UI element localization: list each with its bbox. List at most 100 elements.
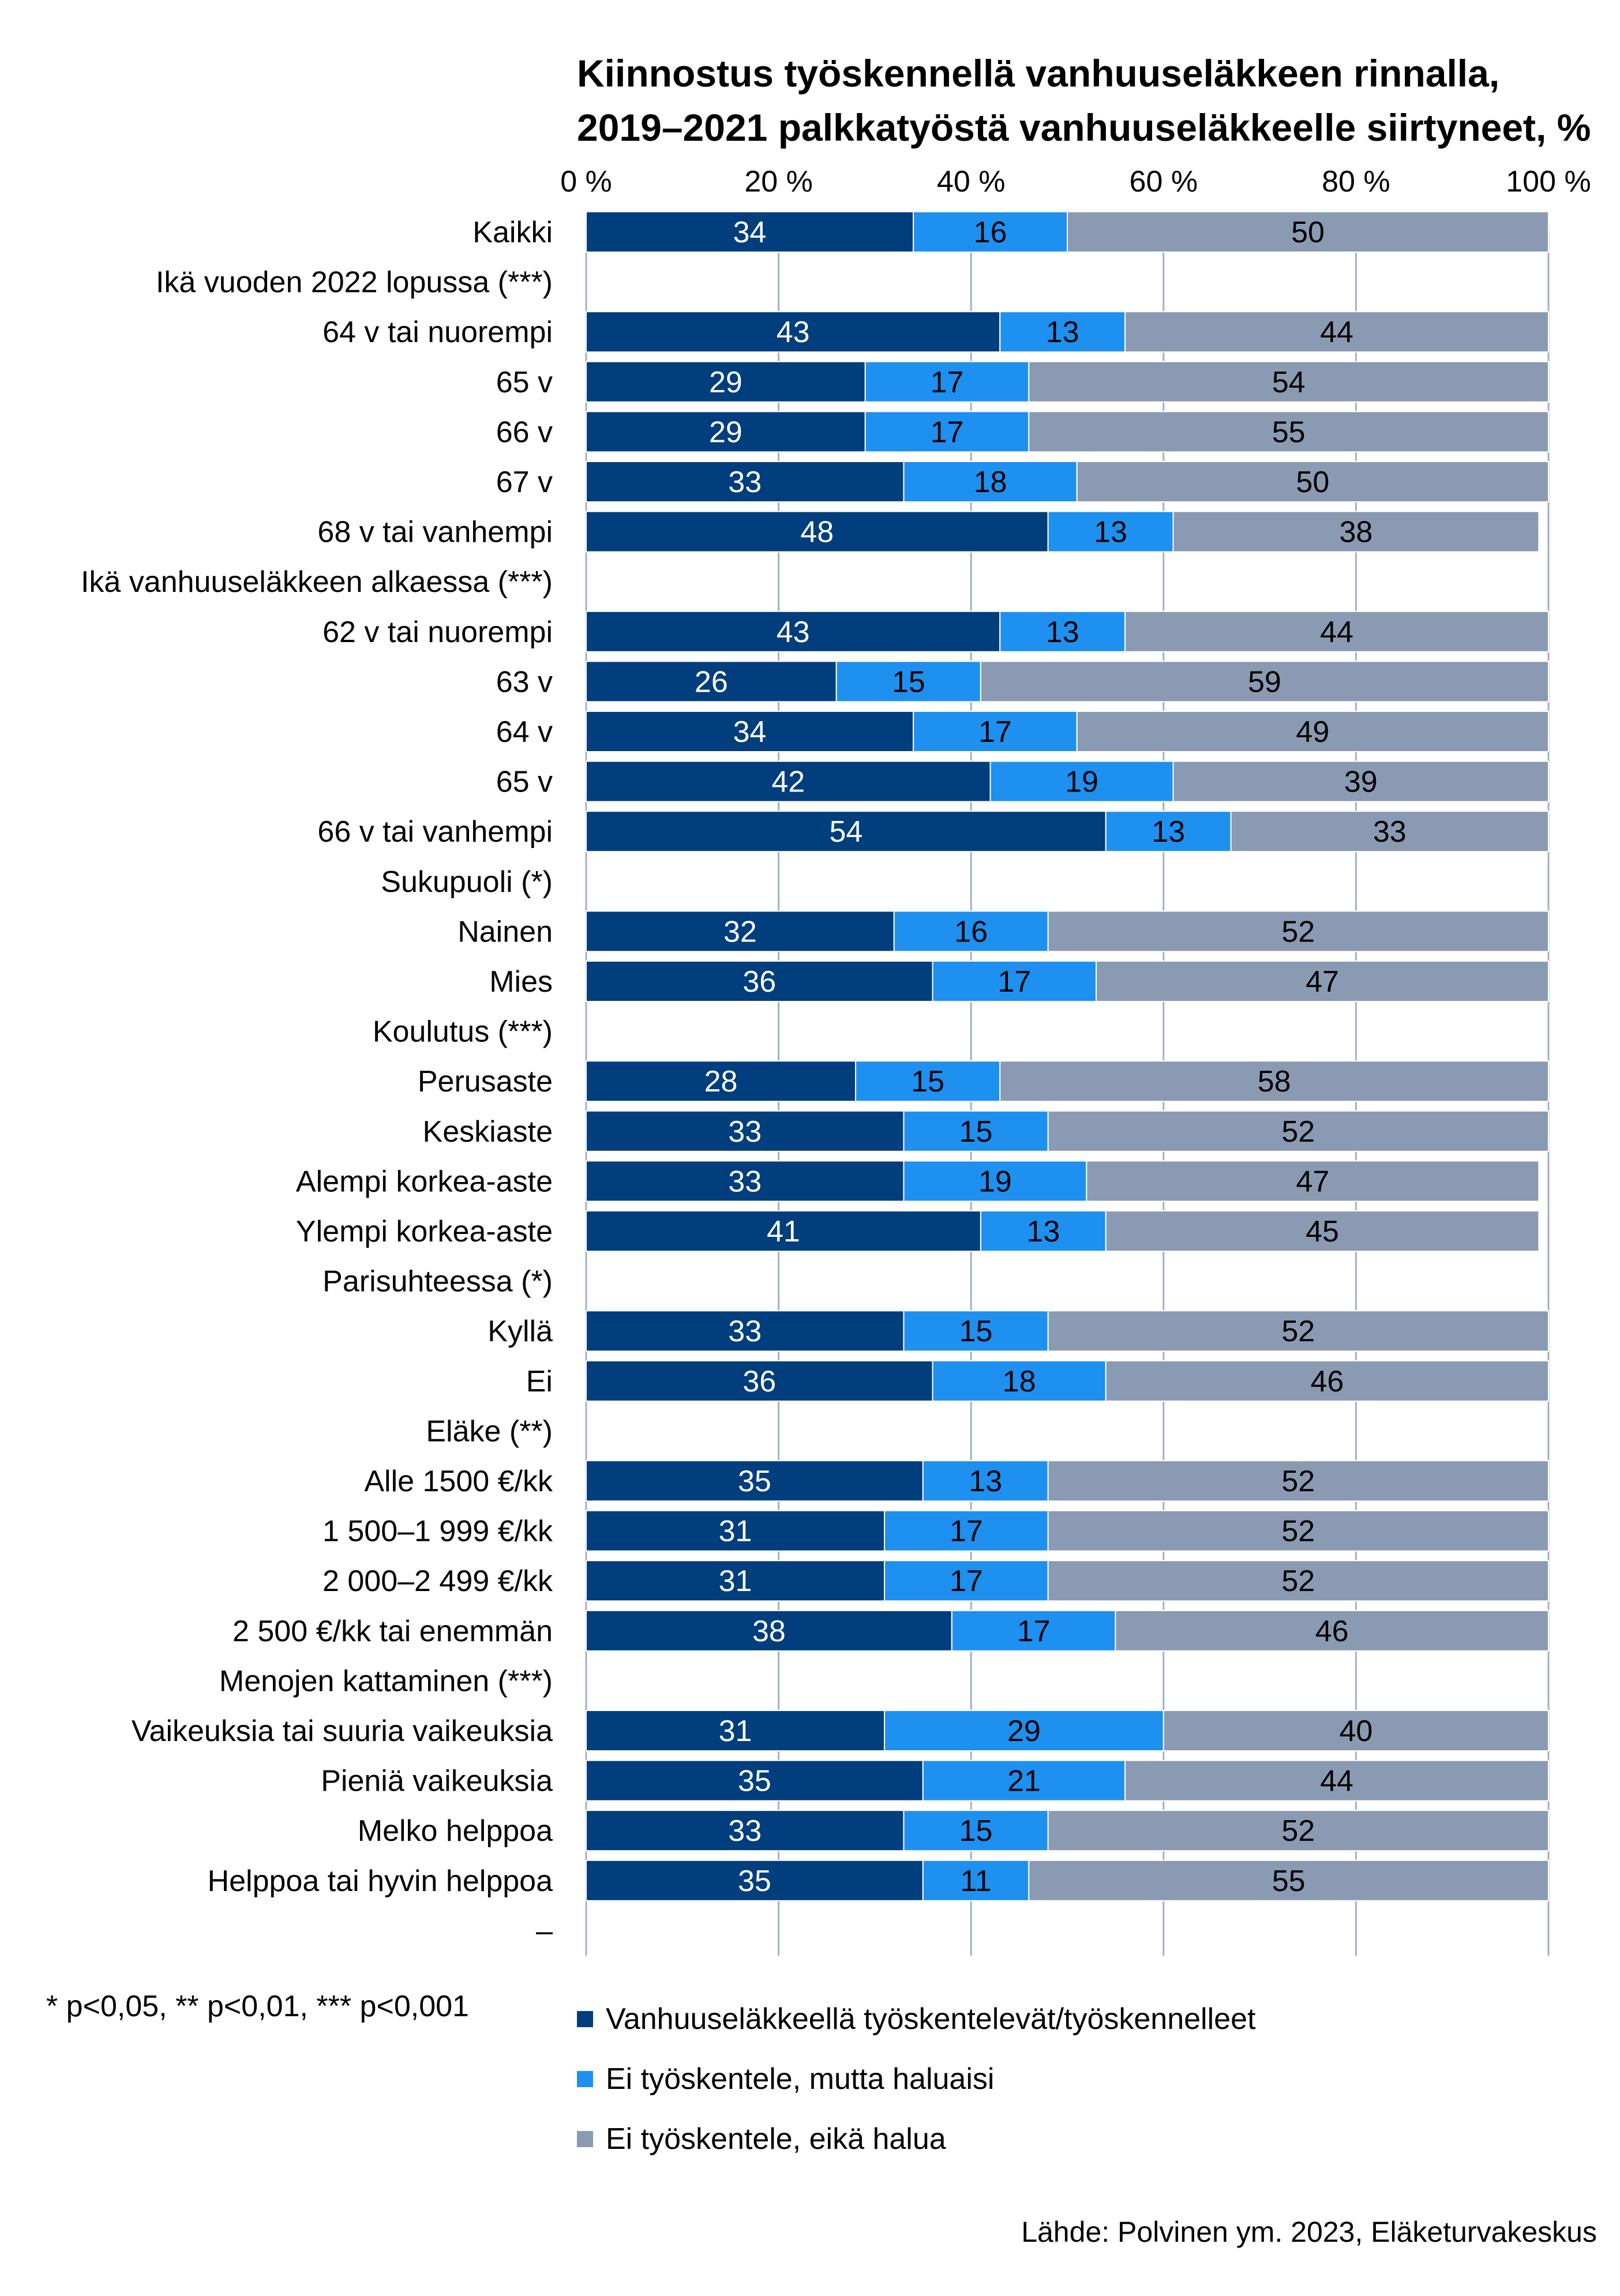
data-label: 52 xyxy=(1281,1315,1315,1348)
bar-segment xyxy=(893,910,1049,952)
category-label: 1 500–1 999 €/kk xyxy=(322,1515,553,1548)
data-label: 52 xyxy=(1281,1814,1315,1848)
category-label: Alempi korkea-aste xyxy=(296,1165,553,1198)
data-label: 31 xyxy=(719,1715,752,1748)
bar-segment xyxy=(1172,511,1540,553)
bar-segment xyxy=(586,211,914,253)
data-label: 13 xyxy=(969,1465,1002,1498)
bar-segment xyxy=(913,711,1078,752)
data-label: 17 xyxy=(931,366,964,399)
data-label: 19 xyxy=(978,1165,1012,1198)
data-label: 36 xyxy=(742,1365,776,1398)
x-tick-label: 80 % xyxy=(1322,165,1390,198)
data-label: 49 xyxy=(1296,715,1329,749)
x-tick-label: 60 % xyxy=(1130,165,1198,198)
bar-segment xyxy=(1047,910,1549,952)
data-label: 28 xyxy=(704,1065,738,1098)
bar-segment xyxy=(586,411,866,453)
category-label: 2 500 €/kk tai enemmän xyxy=(232,1615,553,1648)
category-label: Nainen xyxy=(457,915,553,948)
data-label: 13 xyxy=(1094,516,1127,549)
data-label: 43 xyxy=(777,316,810,349)
bar-segment xyxy=(903,1810,1049,1852)
data-label: 19 xyxy=(1065,766,1098,799)
data-label: 15 xyxy=(959,1315,993,1348)
bar-segment xyxy=(1162,1710,1550,1751)
data-label: 44 xyxy=(1320,1765,1353,1798)
data-label: 18 xyxy=(1003,1365,1036,1398)
category-label: Melko helppoa xyxy=(358,1814,553,1848)
bar-segment xyxy=(1047,1460,1549,1502)
category-label: Ikä vuoden 2022 lopussa (***) xyxy=(156,266,553,299)
data-label: 45 xyxy=(1306,1215,1339,1248)
data-label: 52 xyxy=(1281,1515,1315,1548)
category-label: Eläke (**) xyxy=(426,1415,553,1448)
bar-segment xyxy=(586,1060,857,1102)
bar-segment xyxy=(1067,211,1549,253)
data-label: 34 xyxy=(733,216,767,249)
data-label: 40 xyxy=(1339,1715,1372,1748)
data-label: 55 xyxy=(1272,1864,1306,1898)
category-label: – xyxy=(536,1914,553,1948)
significance-note: * p<0,05, ** p<0,01, *** p<0,001 xyxy=(46,1990,469,2023)
category-label: 2 000–2 499 €/kk xyxy=(322,1565,553,1598)
chart-title: Kiinnostus työskennellä vanhuuseläkkeen … xyxy=(577,46,1615,155)
data-label: 42 xyxy=(771,766,805,799)
legend-item-1: Vanhuuseläkkeellä työskentelevät/työsken… xyxy=(577,1989,1255,2049)
bar-segment xyxy=(586,1560,886,1602)
data-label: 54 xyxy=(829,815,862,849)
bar-segment xyxy=(586,811,1107,853)
data-label: 16 xyxy=(954,915,988,948)
source-note: Lähde: Polvinen ym. 2023, Eläketurvakesk… xyxy=(1021,2216,1597,2248)
bar-segment xyxy=(1047,1310,1549,1352)
data-label: 35 xyxy=(738,1864,771,1898)
legend-item-3: Ei työskentele, eikä halua xyxy=(577,2109,1255,2169)
category-label: Alle 1500 €/kk xyxy=(364,1465,553,1498)
data-label: 35 xyxy=(738,1465,771,1498)
bar-segment xyxy=(586,1510,886,1552)
legend-swatch-2 xyxy=(577,2071,593,2087)
data-label: 52 xyxy=(1281,915,1315,948)
data-label: 33 xyxy=(1373,815,1407,849)
bar-segment xyxy=(586,1759,924,1802)
bar-segment xyxy=(586,361,866,403)
category-label: 64 v tai nuorempi xyxy=(322,316,553,349)
data-label: 17 xyxy=(997,965,1031,999)
bar-segment xyxy=(903,461,1078,502)
bar-segment xyxy=(586,1710,886,1751)
bar-segment xyxy=(1105,811,1232,853)
data-label: 55 xyxy=(1272,415,1306,449)
bar-segment xyxy=(1028,1859,1549,1901)
category-label: Menojen kattaminen (***) xyxy=(219,1664,553,1698)
bar-segment xyxy=(1096,961,1550,1002)
chart-title-line-2: 2019–2021 palkkatyöstä vanhuuseläkkeelle… xyxy=(577,106,1591,149)
data-label: 46 xyxy=(1315,1615,1349,1648)
bar-segment xyxy=(586,311,1001,353)
bar-segment xyxy=(586,961,933,1002)
data-label: 52 xyxy=(1281,1565,1315,1598)
data-label: 36 xyxy=(742,965,776,999)
bar-segment xyxy=(884,1560,1049,1602)
category-label: 65 v xyxy=(496,366,553,399)
data-label: 41 xyxy=(767,1215,800,1248)
data-label: 13 xyxy=(1046,616,1079,649)
category-label: 65 v xyxy=(496,766,553,799)
data-label: 17 xyxy=(931,415,964,449)
data-label: 44 xyxy=(1320,316,1353,349)
data-label: 33 xyxy=(728,1115,762,1149)
category-label: 62 v tai nuorempi xyxy=(322,616,553,649)
legend-label-2: Ei työskentele, mutta haluaisi xyxy=(606,2062,995,2096)
bar-segment xyxy=(999,610,1126,652)
bar-segment xyxy=(1076,461,1550,502)
bar-segment xyxy=(1028,361,1549,403)
data-label: 39 xyxy=(1344,766,1378,799)
data-label: 59 xyxy=(1248,665,1281,699)
bar-segment xyxy=(951,1610,1116,1652)
category-label: Koulutus (***) xyxy=(373,1015,553,1049)
x-axis-ticks: 0 % 20 % 40 % 60 % 80 % 100 % xyxy=(560,165,1591,198)
data-label: 31 xyxy=(719,1515,752,1548)
bar-segment xyxy=(586,1610,952,1652)
data-label: 44 xyxy=(1320,616,1353,649)
bar-segment xyxy=(903,1310,1049,1352)
bar-segment xyxy=(1105,1360,1549,1402)
